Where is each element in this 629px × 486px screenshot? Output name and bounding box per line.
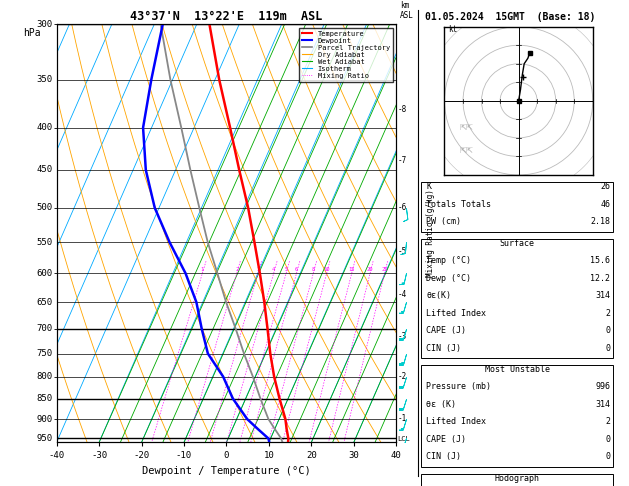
Text: -8: -8 — [398, 105, 406, 114]
Text: Hodograph: Hodograph — [495, 474, 540, 483]
Text: 0: 0 — [605, 435, 610, 444]
Legend: Temperature, Dewpoint, Parcel Trajectory, Dry Adiabat, Wet Adiabat, Isotherm, Mi: Temperature, Dewpoint, Parcel Trajectory… — [299, 28, 392, 82]
Text: 6: 6 — [295, 266, 298, 272]
Text: 26: 26 — [600, 182, 610, 191]
Text: 12.2: 12.2 — [590, 274, 610, 283]
X-axis label: Dewpoint / Temperature (°C): Dewpoint / Temperature (°C) — [142, 466, 311, 476]
Text: CIN (J): CIN (J) — [426, 452, 462, 462]
Text: PW (cm): PW (cm) — [426, 217, 462, 226]
Text: CIN (J): CIN (J) — [426, 344, 462, 353]
Text: 314: 314 — [595, 291, 610, 300]
Text: 2: 2 — [605, 309, 610, 318]
Text: 0: 0 — [605, 344, 610, 353]
Text: 750: 750 — [36, 349, 53, 358]
Text: CAPE (J): CAPE (J) — [426, 326, 467, 335]
Text: 20: 20 — [367, 266, 373, 272]
Text: Lifted Index: Lifted Index — [426, 417, 486, 427]
Text: 950: 950 — [36, 434, 53, 443]
Text: ⇱⇱: ⇱⇱ — [460, 146, 474, 155]
Text: Temp (°C): Temp (°C) — [426, 256, 472, 265]
Text: 46: 46 — [600, 200, 610, 209]
Text: Dewp (°C): Dewp (°C) — [426, 274, 472, 283]
Text: 800: 800 — [36, 372, 53, 381]
Text: 300: 300 — [36, 20, 53, 29]
Text: 500: 500 — [36, 203, 53, 212]
Text: -7: -7 — [398, 156, 406, 165]
Text: 900: 900 — [36, 415, 53, 424]
Text: 550: 550 — [36, 238, 53, 246]
Text: 314: 314 — [595, 400, 610, 409]
Text: Surface: Surface — [500, 239, 535, 248]
Text: 0: 0 — [605, 326, 610, 335]
Text: θε (K): θε (K) — [426, 400, 457, 409]
Title: 43°37'N  13°22'E  119m  ASL: 43°37'N 13°22'E 119m ASL — [130, 10, 323, 23]
Text: -3: -3 — [398, 332, 406, 341]
Text: -1: -1 — [398, 414, 406, 423]
Text: 4: 4 — [272, 266, 276, 272]
Text: K: K — [426, 182, 431, 191]
Text: 700: 700 — [36, 324, 53, 333]
Text: kt: kt — [448, 25, 457, 35]
Text: Pressure (mb): Pressure (mb) — [426, 382, 491, 392]
Text: 25: 25 — [381, 266, 388, 272]
Text: 10: 10 — [323, 266, 330, 272]
Text: 1: 1 — [201, 266, 204, 272]
Text: 8: 8 — [311, 266, 315, 272]
Text: -4: -4 — [398, 290, 406, 299]
Text: 2: 2 — [235, 266, 238, 272]
Text: Most Unstable: Most Unstable — [485, 365, 550, 374]
Text: 996: 996 — [595, 382, 610, 392]
Text: 0: 0 — [605, 452, 610, 462]
Text: km
ASL: km ASL — [399, 0, 413, 20]
Text: 450: 450 — [36, 166, 53, 174]
Text: 350: 350 — [36, 75, 53, 84]
Text: Totals Totals: Totals Totals — [426, 200, 491, 209]
Text: 01.05.2024  15GMT  (Base: 18): 01.05.2024 15GMT (Base: 18) — [425, 12, 595, 22]
Text: 15: 15 — [348, 266, 355, 272]
Text: Lifted Index: Lifted Index — [426, 309, 486, 318]
Text: -5: -5 — [398, 247, 406, 256]
Text: 2.18: 2.18 — [590, 217, 610, 226]
Text: 600: 600 — [36, 269, 53, 278]
Text: 15.6: 15.6 — [590, 256, 610, 265]
Text: 400: 400 — [36, 123, 53, 132]
Text: -6: -6 — [398, 203, 406, 212]
Text: θε(K): θε(K) — [426, 291, 452, 300]
Text: 650: 650 — [36, 297, 53, 307]
Text: -2: -2 — [398, 372, 406, 381]
Text: 2: 2 — [605, 417, 610, 427]
Text: 5: 5 — [284, 266, 287, 272]
Text: 3: 3 — [257, 266, 260, 272]
Text: Mixing Ratio (g/kg): Mixing Ratio (g/kg) — [426, 190, 435, 277]
Text: ⇱⇱: ⇱⇱ — [460, 123, 474, 133]
Text: hPa: hPa — [23, 29, 40, 38]
Text: 850: 850 — [36, 394, 53, 403]
Text: CAPE (J): CAPE (J) — [426, 435, 467, 444]
Text: LCL: LCL — [398, 436, 410, 442]
